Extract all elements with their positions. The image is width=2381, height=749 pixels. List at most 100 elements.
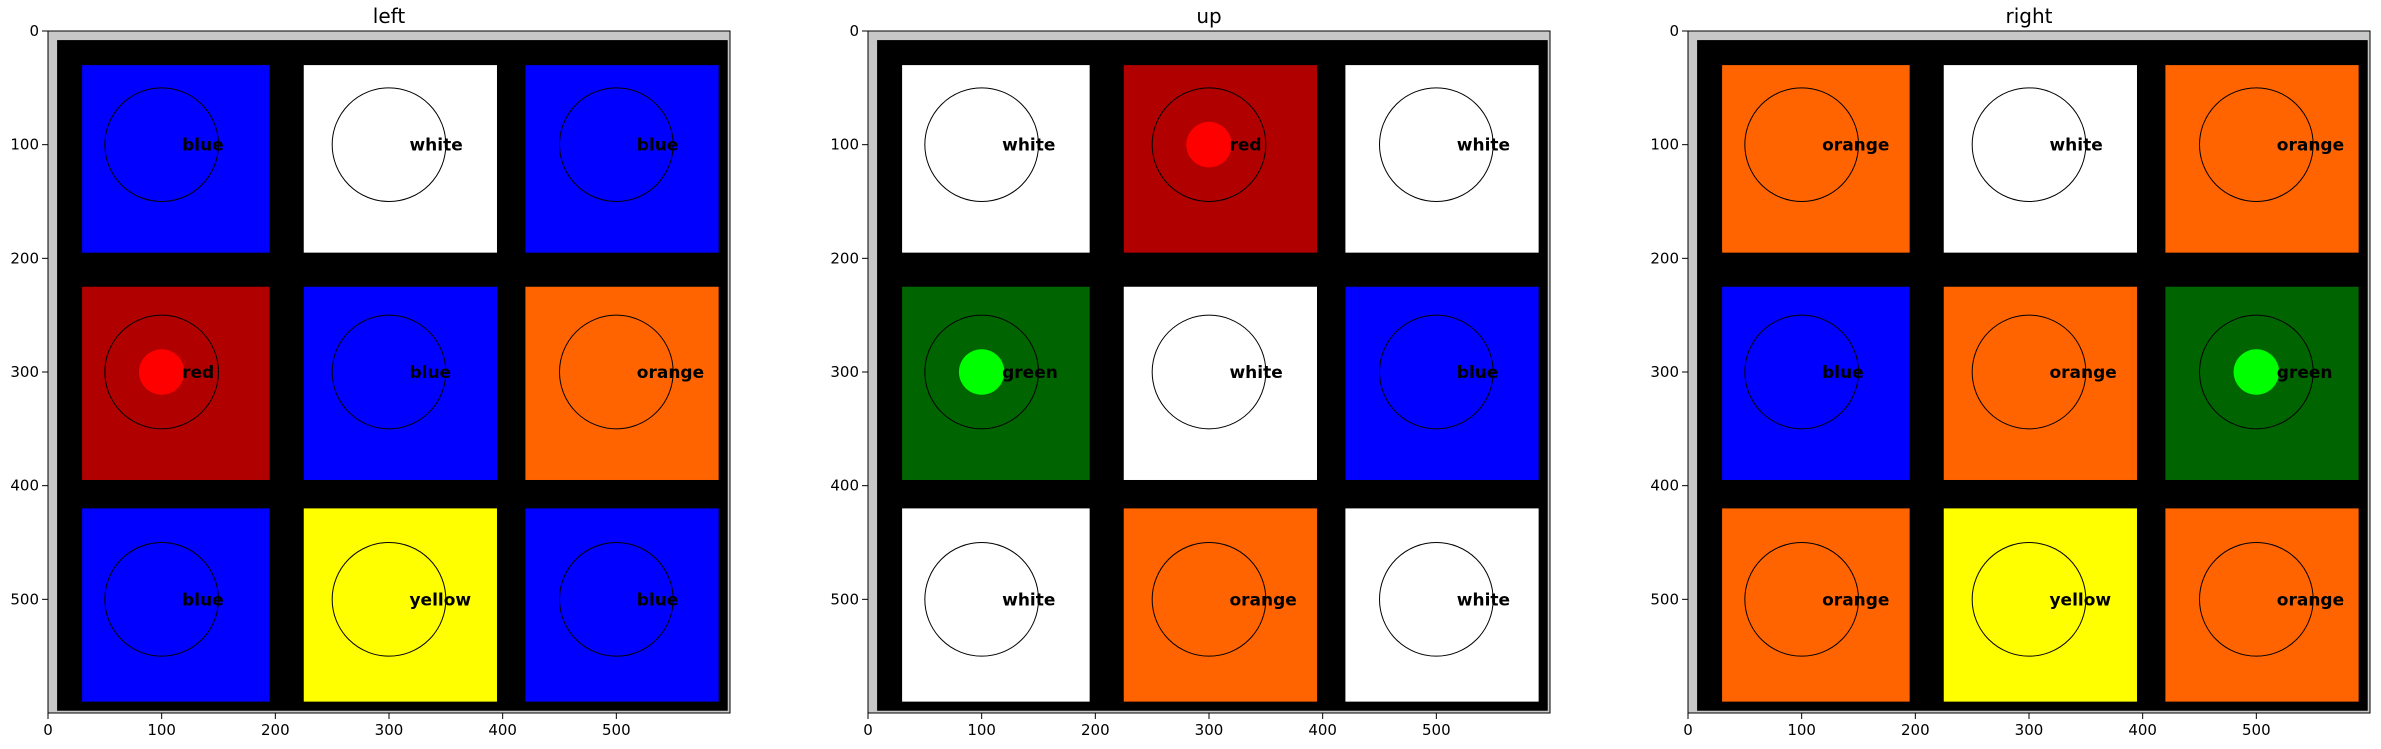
y-tick-label: 500 bbox=[830, 590, 859, 608]
y-tick-label: 300 bbox=[1650, 363, 1679, 381]
sticker-highlight-dot bbox=[1186, 121, 1232, 168]
sticker-orange bbox=[525, 286, 719, 480]
sample-circle bbox=[1971, 542, 2087, 657]
cell-label: white bbox=[1002, 136, 1055, 156]
cell-label: green bbox=[1002, 363, 1058, 383]
sample-circle bbox=[1151, 542, 1267, 657]
cell-label: white bbox=[1002, 590, 1055, 610]
x-tick-label: 300 bbox=[1195, 721, 1224, 739]
sticker-orange bbox=[1722, 65, 1910, 253]
axes-title: up bbox=[1196, 4, 1221, 28]
sticker-highlight-dot bbox=[138, 349, 185, 395]
sticker-blue bbox=[1345, 286, 1539, 480]
x-tick-label: 0 bbox=[43, 721, 53, 739]
sticker-orange bbox=[2165, 65, 2359, 253]
x-tick-label: 500 bbox=[2242, 721, 2271, 739]
sticker-blue bbox=[1722, 286, 1910, 480]
cell-label: white bbox=[2049, 136, 2102, 156]
cell-label: red bbox=[182, 363, 214, 383]
sticker-blue bbox=[303, 286, 497, 480]
sample-circle bbox=[559, 542, 674, 657]
y-tick-label: 300 bbox=[10, 363, 39, 381]
sticker-orange bbox=[1722, 508, 1910, 702]
cell-label: blue bbox=[182, 590, 224, 610]
sample-circle bbox=[1744, 542, 1859, 657]
x-tick-label: 100 bbox=[967, 721, 996, 739]
cell-label: blue bbox=[182, 136, 224, 156]
sticker-white bbox=[1123, 286, 1317, 480]
sticker-yellow bbox=[303, 508, 497, 702]
y-tick-label: 100 bbox=[10, 136, 39, 154]
sticker-orange bbox=[2165, 508, 2359, 702]
sample-circle bbox=[2199, 314, 2314, 430]
cell-label: blue bbox=[1457, 363, 1499, 383]
sample-circle bbox=[1379, 87, 1494, 203]
sticker-blue bbox=[82, 65, 270, 253]
sticker-blue bbox=[525, 508, 719, 702]
panel-up: white red white green white blue white orange wh… bbox=[830, 4, 1551, 739]
sticker-white bbox=[1345, 65, 1539, 253]
y-tick-label: 500 bbox=[1650, 590, 1679, 608]
panel-left: blue white blue red blue orange blue yellow blue… bbox=[10, 4, 731, 739]
sticker-white bbox=[902, 65, 1090, 253]
sticker-white bbox=[1345, 508, 1539, 702]
cell-label: orange bbox=[2277, 590, 2344, 610]
sample-circle bbox=[924, 87, 1040, 203]
sticker-white bbox=[902, 508, 1090, 702]
cell-label: blue bbox=[1822, 363, 1864, 383]
sample-circle bbox=[2199, 87, 2314, 203]
sticker-blue bbox=[82, 508, 270, 702]
sample-circle bbox=[1151, 87, 1267, 203]
y-tick-label: 200 bbox=[1650, 249, 1679, 267]
sample-circle bbox=[104, 87, 220, 203]
x-tick-label: 500 bbox=[1422, 721, 1451, 739]
y-tick-label: 300 bbox=[830, 363, 859, 381]
sample-circle bbox=[1744, 87, 1859, 203]
sample-circle bbox=[1379, 314, 1494, 430]
cell-label: orange bbox=[637, 363, 704, 383]
x-tick-label: 500 bbox=[602, 721, 631, 739]
sample-circle bbox=[1151, 314, 1267, 430]
sample-circle bbox=[2199, 542, 2314, 657]
x-tick-label: 400 bbox=[1308, 721, 1337, 739]
y-tick-label: 400 bbox=[830, 477, 859, 495]
cell-label: orange bbox=[2049, 363, 2116, 383]
cell-label: white bbox=[409, 136, 462, 156]
cell-label: blue bbox=[409, 363, 451, 383]
sample-circle bbox=[1379, 542, 1494, 657]
sticker-yellow bbox=[1943, 508, 2137, 702]
x-tick-label: 300 bbox=[375, 721, 404, 739]
y-tick-label: 200 bbox=[830, 249, 859, 267]
x-tick-label: 0 bbox=[1683, 721, 1693, 739]
sample-circle bbox=[924, 314, 1040, 430]
sample-circle bbox=[1744, 314, 1859, 430]
x-tick-label: 100 bbox=[1787, 721, 1816, 739]
x-tick-label: 200 bbox=[1081, 721, 1110, 739]
x-tick-label: 100 bbox=[147, 721, 176, 739]
x-tick-label: 400 bbox=[488, 721, 517, 739]
sticker-highlight-dot bbox=[2233, 349, 2280, 395]
sample-circle bbox=[1971, 314, 2087, 430]
x-tick-label: 200 bbox=[261, 721, 290, 739]
y-tick-label: 0 bbox=[29, 22, 39, 40]
sample-circle bbox=[559, 87, 674, 203]
cell-label: blue bbox=[637, 590, 679, 610]
y-tick-label: 400 bbox=[1650, 477, 1679, 495]
cell-label: orange bbox=[1822, 590, 1889, 610]
sample-circle bbox=[924, 542, 1040, 657]
sample-circle bbox=[331, 87, 447, 203]
cell-label: orange bbox=[2277, 136, 2344, 156]
y-tick-label: 0 bbox=[1669, 22, 1679, 40]
cell-label: red bbox=[1229, 136, 1261, 156]
y-tick-label: 400 bbox=[10, 477, 39, 495]
sticker-blue bbox=[525, 65, 719, 253]
cell-label: white bbox=[1457, 590, 1510, 610]
sample-circle bbox=[331, 542, 447, 657]
cell-label: white bbox=[1229, 363, 1282, 383]
sample-circle bbox=[1971, 87, 2087, 203]
sample-circle bbox=[104, 542, 220, 657]
x-tick-label: 0 bbox=[863, 721, 873, 739]
cell-label: blue bbox=[637, 136, 679, 156]
cell-label: orange bbox=[1229, 590, 1296, 610]
y-tick-label: 100 bbox=[1650, 136, 1679, 154]
